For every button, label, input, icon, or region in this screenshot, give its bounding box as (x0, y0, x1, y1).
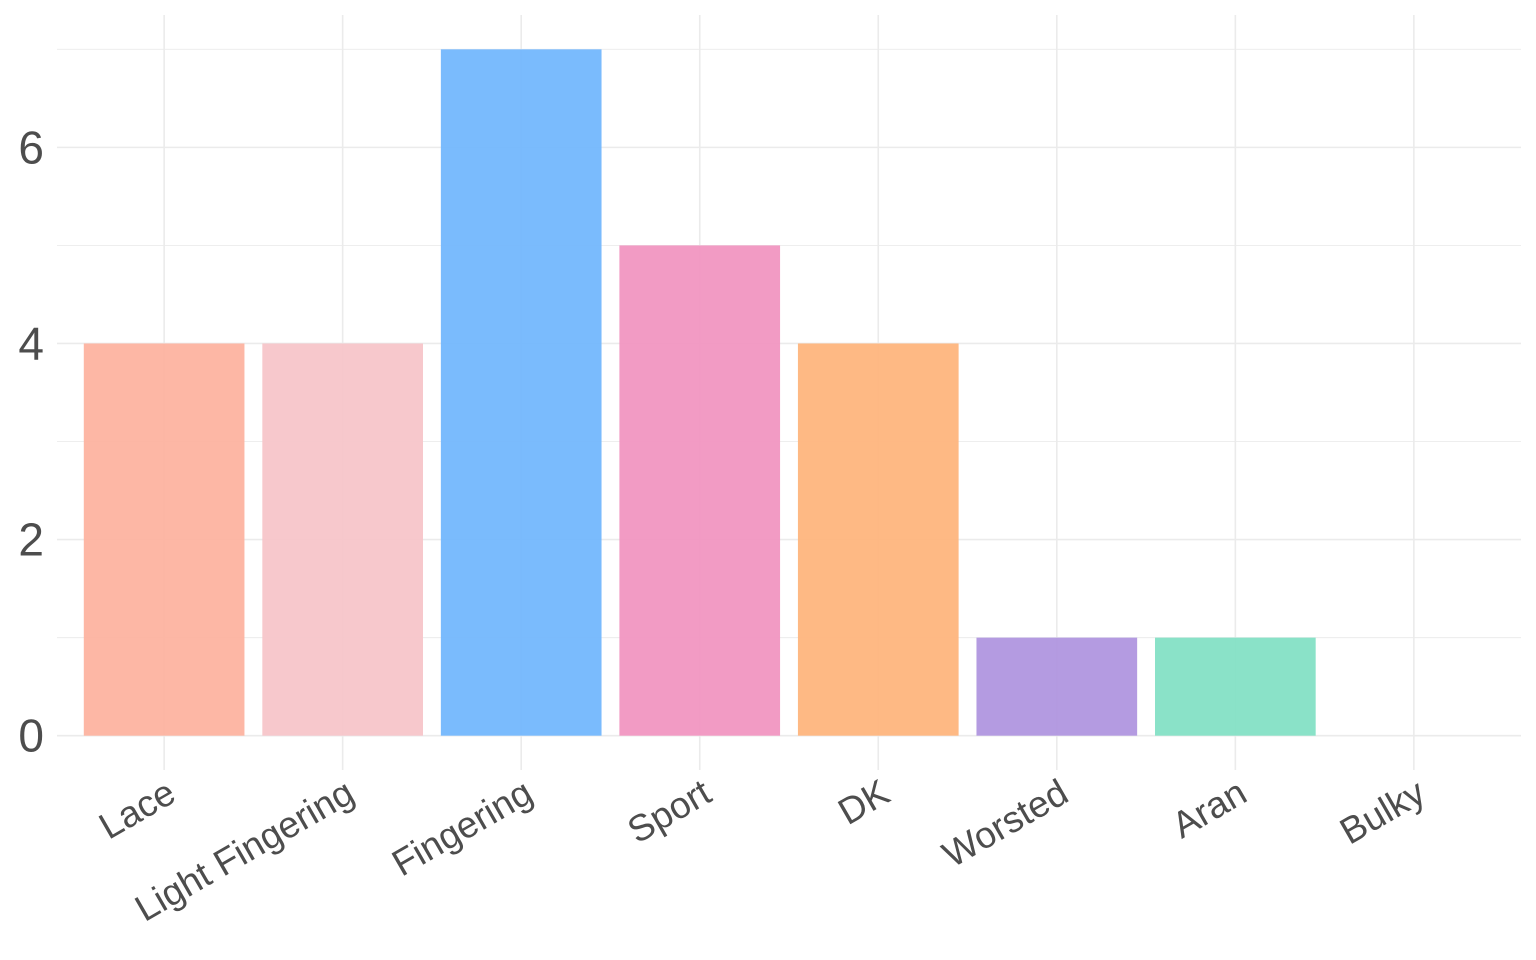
y-tick-label: 6 (18, 121, 44, 173)
bar (619, 245, 781, 736)
x-tick-label: Aran (1165, 771, 1253, 846)
y-tick-label: 4 (18, 317, 44, 369)
bar (262, 343, 423, 736)
x-tick-label: Fingering (385, 771, 539, 884)
bar (1155, 637, 1316, 736)
x-tick-label: Bulky (1333, 771, 1432, 852)
x-tick-label: DK (831, 771, 896, 832)
y-tick-label: 0 (18, 710, 44, 762)
bar (976, 637, 1138, 736)
x-tick-label: Sport (621, 771, 719, 851)
bar (440, 49, 602, 736)
bar (83, 343, 245, 736)
y-tick-label: 2 (18, 514, 44, 566)
x-tick-label: Worsted (936, 771, 1075, 875)
bar (797, 343, 959, 736)
x-tick-label: Lace (92, 771, 182, 847)
